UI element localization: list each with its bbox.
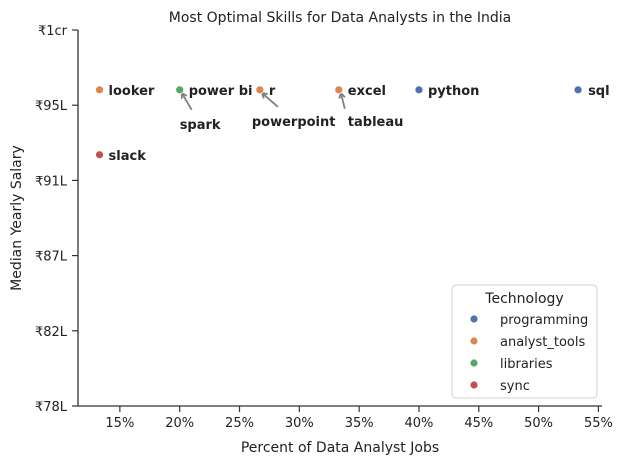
axes [77, 30, 602, 407]
x-tick-label: 50% [524, 416, 553, 431]
data-point-r [255, 85, 265, 95]
x-tick-label: 15% [105, 416, 134, 431]
legend-box [451, 284, 598, 399]
y-tick-label: ₹1cr [38, 24, 68, 39]
legend-entries: programming analyst_tools libraries sync [469, 313, 588, 394]
x-tick-label: 25% [225, 416, 254, 431]
data-points [95, 85, 583, 160]
legend: Technology programming analyst_toolslibra… [451, 284, 598, 399]
point-label-r: r [269, 84, 276, 99]
y-axis-ticks: ₹78L ₹82L ₹87L ₹91L ₹95L ₹1cr [35, 24, 78, 415]
point-label-excel: excel [348, 84, 386, 99]
point-label-sql: sql [588, 84, 610, 99]
legend-marker-sync [469, 380, 479, 390]
point-label-looker: looker [109, 84, 155, 99]
legend-label-sync: sync [500, 379, 530, 394]
x-tick-label: 55% [584, 416, 613, 431]
legend-marker-libraries [469, 358, 479, 368]
data-point-looker [95, 85, 104, 95]
data-point-slack [95, 150, 104, 160]
point-label-power-bi: power bi [189, 84, 253, 99]
y-tick-label: ₹82L [35, 325, 68, 340]
point-label-python: python [428, 84, 479, 99]
label-arrow [180, 92, 193, 111]
x-tick-label: 40% [405, 416, 434, 431]
chart-title: Most Optimal Skills for Data Analysts in… [169, 10, 511, 26]
legend-marker-programming [469, 314, 479, 324]
legend-title: Technology [484, 291, 563, 307]
point-labels: sql python excel tableau r powerpoint power bi… [109, 84, 610, 164]
data-point-sql [573, 85, 583, 95]
data-point-excel [334, 85, 344, 95]
label-arrow [339, 92, 346, 110]
data-point-python [414, 85, 424, 95]
legend-label-programming: programming [500, 313, 588, 328]
x-tick-label: 20% [165, 416, 194, 431]
y-tick-label: ₹87L [35, 250, 68, 265]
y-tick-label: ₹95L [35, 99, 68, 114]
x-axis-label: Percent of Data Analyst Jobs [241, 440, 439, 456]
point-label-tableau: tableau [348, 115, 404, 130]
x-tick-label: 35% [345, 416, 374, 431]
y-tick-label: ₹91L [35, 174, 68, 189]
label-arrow [261, 92, 279, 108]
x-tick-label: 30% [285, 416, 314, 431]
legend-label-libraries: libraries [500, 357, 553, 372]
data-point-power-bi [175, 85, 185, 95]
point-label-powerpoint: powerpoint [252, 115, 336, 130]
y-axis-label: Median Yearly Salary [9, 145, 25, 291]
point-label-spark: spark [180, 118, 221, 133]
x-tick-label: 45% [464, 416, 493, 431]
legend-marker-analyst_tools [469, 336, 479, 346]
y-tick-label: ₹78L [35, 400, 68, 415]
x-axis-ticks: 15% 20% 25% 30% 35% 40% 45% 50% 55% [105, 406, 613, 431]
legend-label-analyst_tools: analyst_tools [500, 335, 585, 350]
point-label-slack: slack [109, 149, 147, 164]
